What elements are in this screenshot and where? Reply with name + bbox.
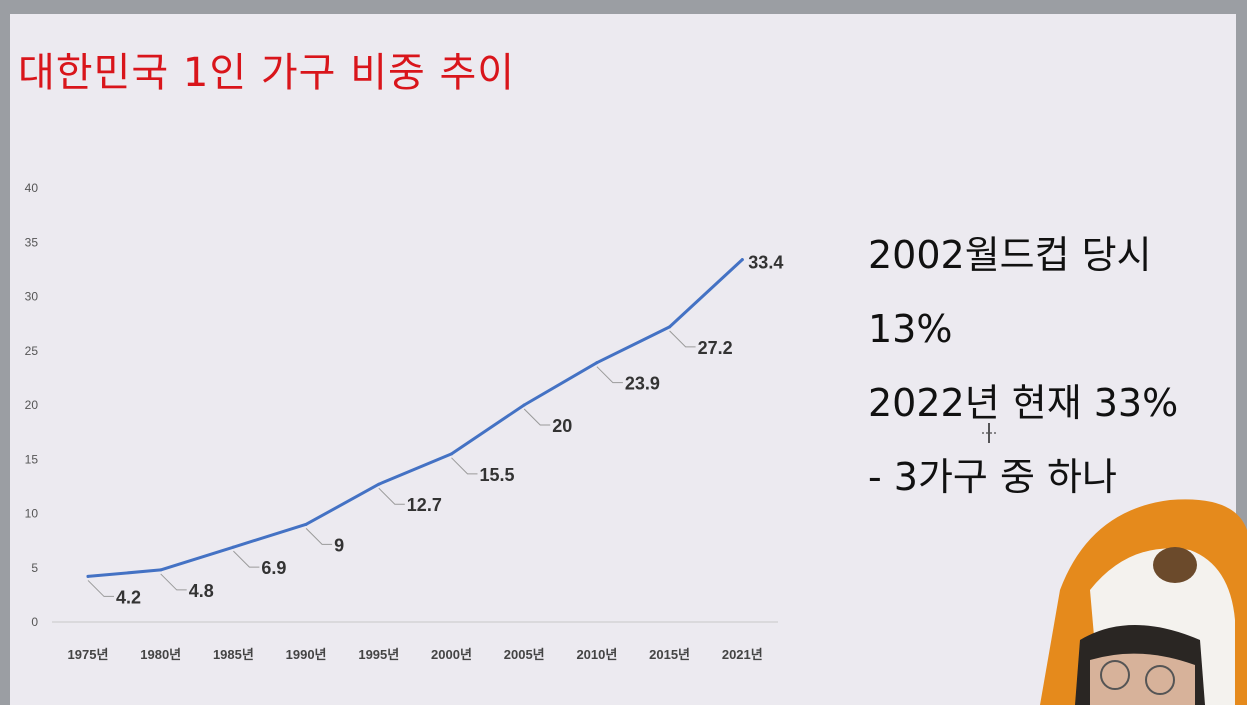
x-tick-label: 1975년	[68, 647, 109, 662]
x-tick-label: 2015년	[649, 647, 690, 662]
leader-line	[451, 457, 478, 475]
y-tick-label: 0	[31, 615, 38, 629]
leader-line	[669, 330, 696, 348]
leader-line	[233, 550, 260, 568]
x-tick-label: 1980년	[140, 647, 181, 662]
data-label: 4.8	[189, 581, 214, 601]
data-point	[740, 258, 744, 262]
y-tick-label: 5	[31, 561, 38, 575]
x-tick-label: 1995년	[358, 647, 399, 662]
data-label: 33.4	[748, 253, 783, 273]
data-point	[595, 361, 599, 365]
data-label: 6.9	[261, 558, 286, 578]
data-point	[159, 568, 163, 572]
data-label: 27.2	[698, 338, 733, 358]
x-tick-label: 2021년	[722, 647, 763, 662]
leader-line	[596, 366, 623, 384]
data-point	[86, 574, 90, 578]
data-point	[304, 522, 308, 526]
presenter-webcam-image	[1040, 499, 1247, 705]
leader-line	[305, 527, 333, 545]
note-line-3: 2022년 현재 33%	[868, 381, 1179, 425]
data-label: 20	[552, 416, 572, 436]
data-point	[522, 403, 526, 407]
data-point	[231, 545, 235, 549]
side-notes: 2002월드컵 당시 13% 2022년 현재 33% - 3가구 중 하나	[868, 218, 1178, 514]
leader-line	[378, 487, 405, 505]
y-tick-label: 20	[25, 398, 39, 412]
data-label: 9	[334, 535, 344, 555]
y-tick-label: 25	[25, 344, 39, 358]
data-label: 23.9	[625, 374, 660, 394]
note-line-4: - 3가구 중 하나	[868, 455, 1117, 499]
x-tick-label: 2000년	[431, 647, 472, 662]
leader-line	[87, 580, 114, 597]
data-point	[377, 482, 381, 486]
data-point	[450, 452, 453, 456]
note-line-2: 13%	[868, 307, 953, 351]
data-label: 15.5	[480, 465, 515, 485]
x-tick-label: 2005년	[504, 647, 545, 662]
note-line-1: 2002월드컵 당시	[868, 233, 1152, 277]
leader-line	[523, 408, 551, 426]
series-line	[86, 258, 744, 578]
y-tick-label: 15	[25, 452, 39, 466]
x-tick-label: 1985년	[213, 647, 254, 662]
y-tick-label: 40	[25, 181, 39, 195]
y-tick-label: 30	[25, 290, 39, 304]
x-tick-label: 1990년	[286, 647, 327, 662]
slide	[10, 14, 1236, 705]
x-tick-label: 2010년	[576, 647, 617, 662]
slide-title: 대한민국 1인 가구 비중 추이	[18, 50, 516, 96]
data-label: 4.2	[116, 587, 141, 607]
data-point	[668, 325, 672, 329]
data-label: 12.7	[407, 495, 442, 515]
leader-line	[160, 573, 187, 591]
y-tick-label: 10	[25, 507, 39, 521]
text-cursor-icon	[982, 423, 996, 443]
y-tick-label: 35	[25, 235, 39, 249]
